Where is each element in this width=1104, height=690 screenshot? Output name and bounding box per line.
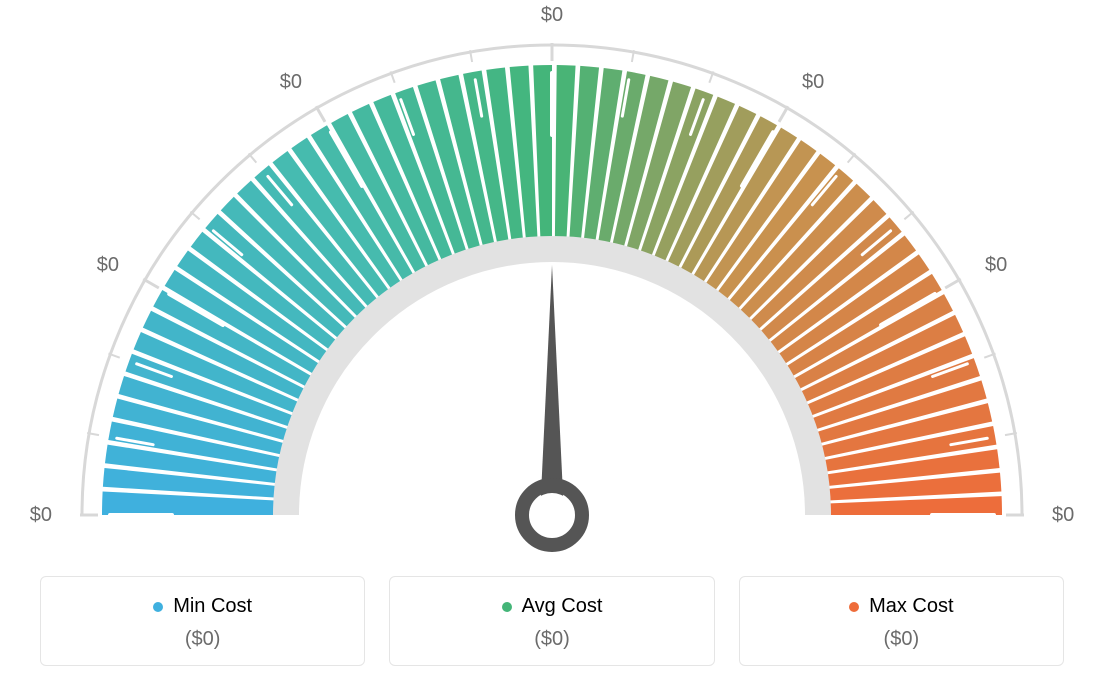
svg-text:$0: $0 xyxy=(97,254,119,276)
svg-text:$0: $0 xyxy=(1052,504,1074,526)
svg-text:$0: $0 xyxy=(541,4,563,26)
legend-label-min: Min Cost xyxy=(173,595,252,618)
legend-dot-max xyxy=(849,602,859,612)
legend-value-avg: ($0) xyxy=(402,628,701,651)
gauge-svg: $0 $0 $0 $0 $0 $0 $0 xyxy=(0,0,1104,560)
gauge-chart: $0 $0 $0 $0 $0 $0 $0 xyxy=(0,0,1104,560)
legend-card-min: Min Cost ($0) xyxy=(40,576,365,666)
svg-text:$0: $0 xyxy=(30,504,52,526)
legend-value-min: ($0) xyxy=(53,628,352,651)
legend-row: Min Cost ($0) Avg Cost ($0) Max Cost ($0… xyxy=(40,576,1064,666)
legend-title-avg: Avg Cost xyxy=(502,595,603,618)
legend-value-max: ($0) xyxy=(752,628,1051,651)
svg-text:$0: $0 xyxy=(280,71,302,93)
svg-text:$0: $0 xyxy=(985,254,1007,276)
legend-label-avg: Avg Cost xyxy=(522,595,603,618)
legend-card-max: Max Cost ($0) xyxy=(739,576,1064,666)
legend-dot-min xyxy=(153,602,163,612)
legend-title-min: Min Cost xyxy=(153,595,252,618)
legend-card-avg: Avg Cost ($0) xyxy=(389,576,714,666)
legend-label-max: Max Cost xyxy=(869,595,953,618)
legend-dot-avg xyxy=(502,602,512,612)
svg-text:$0: $0 xyxy=(802,71,824,93)
legend-title-max: Max Cost xyxy=(849,595,953,618)
